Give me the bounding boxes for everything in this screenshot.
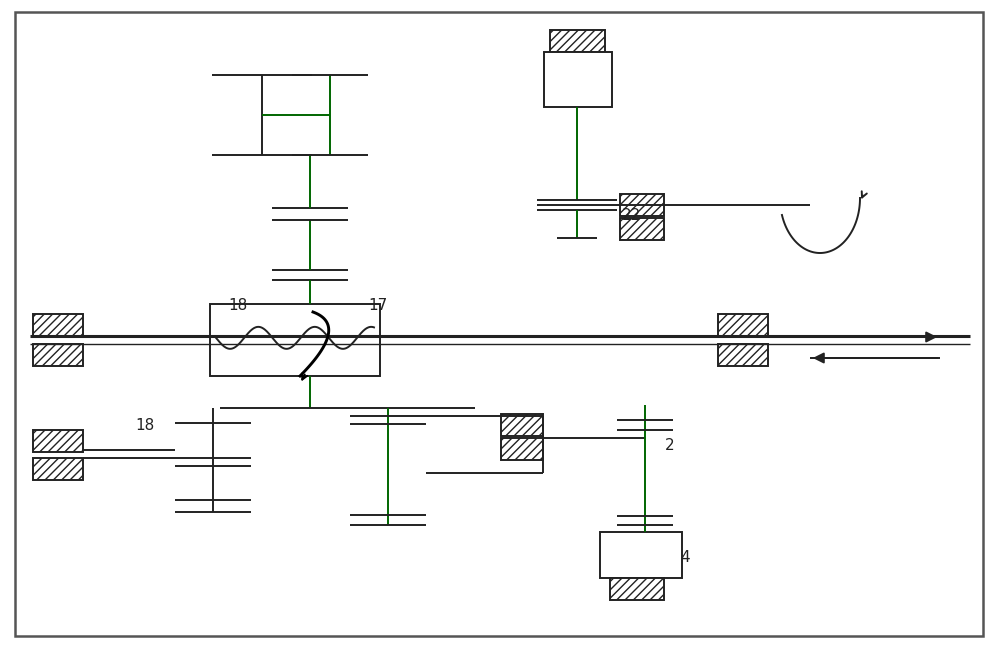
Bar: [33, 344, 83, 366]
Bar: [550, 30, 605, 52]
Bar: [718, 314, 768, 336]
Bar: [33, 314, 83, 336]
Bar: [620, 218, 664, 240]
Bar: [33, 430, 83, 452]
Bar: [501, 438, 543, 460]
Bar: [33, 458, 83, 480]
Bar: [501, 414, 543, 436]
Bar: [33, 458, 83, 480]
Bar: [501, 414, 543, 436]
Bar: [620, 194, 664, 216]
Bar: [718, 344, 768, 366]
Bar: [718, 314, 768, 336]
Text: 18: 18: [136, 418, 155, 433]
Bar: [610, 578, 664, 600]
Bar: [718, 344, 768, 366]
Bar: [501, 438, 543, 460]
Text: 18: 18: [229, 298, 248, 313]
Text: 17: 17: [368, 298, 387, 313]
Text: 2: 2: [665, 437, 675, 452]
Bar: [620, 218, 664, 240]
Bar: [33, 430, 83, 452]
Bar: [550, 30, 605, 52]
Bar: [620, 194, 664, 216]
Bar: [210, 304, 380, 376]
Bar: [33, 344, 83, 366]
Bar: [610, 578, 664, 600]
Text: 4: 4: [680, 550, 690, 565]
Bar: [544, 52, 612, 107]
Bar: [33, 314, 83, 336]
Text: 22: 22: [622, 208, 641, 223]
Bar: [600, 532, 682, 578]
